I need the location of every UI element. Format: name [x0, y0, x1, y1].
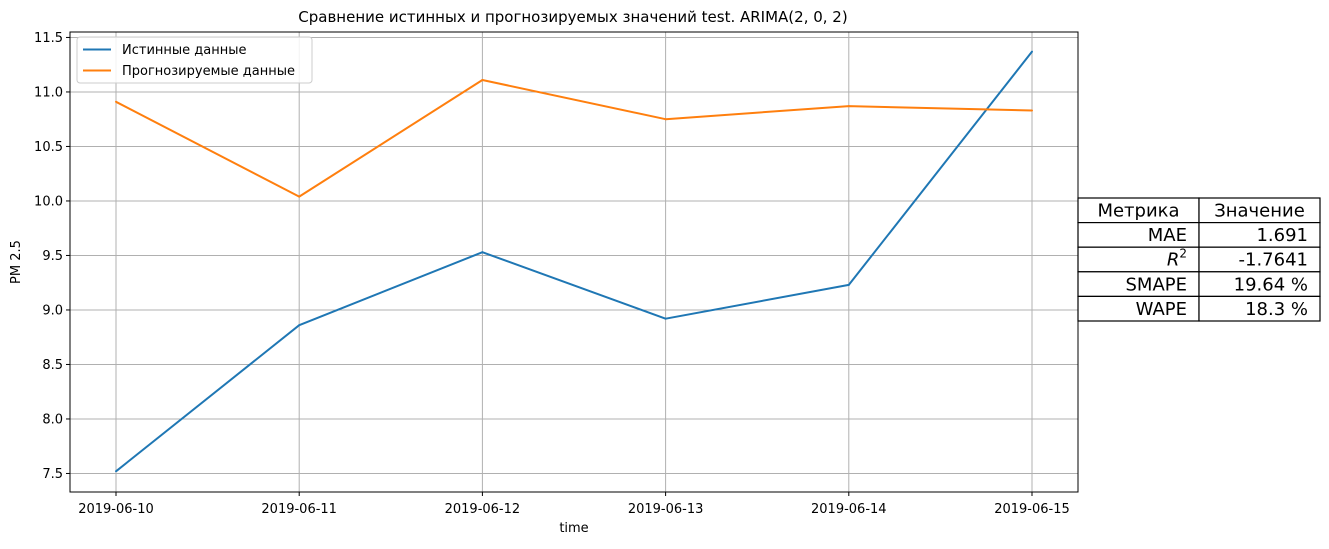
series-1-point: [481, 78, 484, 81]
x-tick-label: 2019-06-10: [78, 502, 154, 517]
table-cell: [1198, 295, 1321, 322]
table-metric-name: MAE: [1148, 225, 1187, 246]
series-0-point: [847, 283, 850, 286]
table-metric-value: 18.3 %: [1245, 299, 1308, 320]
table-metric-value: 19.64 %: [1234, 274, 1308, 295]
series-0-point: [1031, 50, 1033, 53]
legend-box: [76, 36, 313, 84]
x-tick-label: 2019-06-15: [994, 502, 1070, 517]
table-metric-name: SMAPE: [1126, 274, 1188, 295]
chart-title: Сравнение истинных и прогнозируемых знач…: [298, 8, 847, 26]
y-tick-label: 8.5: [42, 358, 63, 373]
legend-label-true: Истинные данные: [122, 43, 247, 58]
series-0-point: [298, 324, 301, 327]
series-0-point: [115, 470, 117, 473]
x-axis: 2019-06-10 2019-06-11 2019-06-12 2019-06-13…: [78, 492, 1070, 517]
series-1-point: [298, 195, 301, 198]
series-0-point: [664, 317, 667, 320]
x-tick-label: 2019-06-13: [628, 502, 704, 517]
legend-label-predicted: Прогнозируемые данные: [122, 64, 295, 79]
y-tick-label: 11.5: [34, 31, 63, 46]
table-header-metric: Метрика: [1097, 201, 1179, 222]
x-tick-label: 2019-06-12: [445, 502, 521, 517]
table-metric-name: R2: [1167, 247, 1187, 271]
y-axis-label: PM 2.5: [9, 240, 24, 284]
series-line-0: [115, 50, 1033, 473]
metrics-table: Метрика Значение MAE 1.691 R2 -1.7641 SMAPE 19.…: [1077, 197, 1321, 322]
series-1-point: [115, 100, 117, 103]
table-metric-name: WAPE: [1136, 299, 1187, 320]
table-cell: [1198, 271, 1321, 297]
table-cell: [1198, 222, 1321, 248]
y-tick-label: 9.5: [42, 249, 63, 264]
plot-area: [70, 32, 1078, 492]
table-cell: [1077, 295, 1200, 322]
legend: Истинные данные Прогнозируемые данные: [76, 36, 313, 84]
table-metric-value: -1.7641: [1239, 250, 1308, 271]
series-lines: [115, 50, 1033, 473]
x-tick-label: 2019-06-11: [261, 502, 337, 517]
y-tick-label: 10.5: [34, 140, 63, 155]
y-tick-label: 11.0: [34, 85, 63, 100]
table-header-value: Значение: [1214, 201, 1305, 222]
x-tick-label: 2019-06-14: [811, 502, 887, 517]
series-0-point: [481, 251, 484, 254]
y-axis: 7.5 8.0 8.5 9.0 9.5 10.0 10.5 11.0 11.5: [34, 31, 70, 482]
y-tick-label: 7.5: [42, 467, 63, 482]
table-cell: [1198, 197, 1321, 224]
series-1-point: [1031, 109, 1033, 112]
table-metric-value: 1.691: [1256, 225, 1308, 246]
series-line-1: [115, 79, 1033, 198]
grid: [70, 32, 1078, 492]
table-cell: [1077, 197, 1200, 224]
series-1-point: [847, 105, 850, 108]
y-tick-label: 9.0: [42, 303, 63, 318]
y-tick-label: 10.0: [34, 194, 63, 209]
table-cell: [1077, 271, 1200, 297]
x-axis-label: time: [559, 521, 588, 536]
series-1-point: [664, 118, 667, 121]
y-tick-label: 8.0: [42, 412, 63, 427]
